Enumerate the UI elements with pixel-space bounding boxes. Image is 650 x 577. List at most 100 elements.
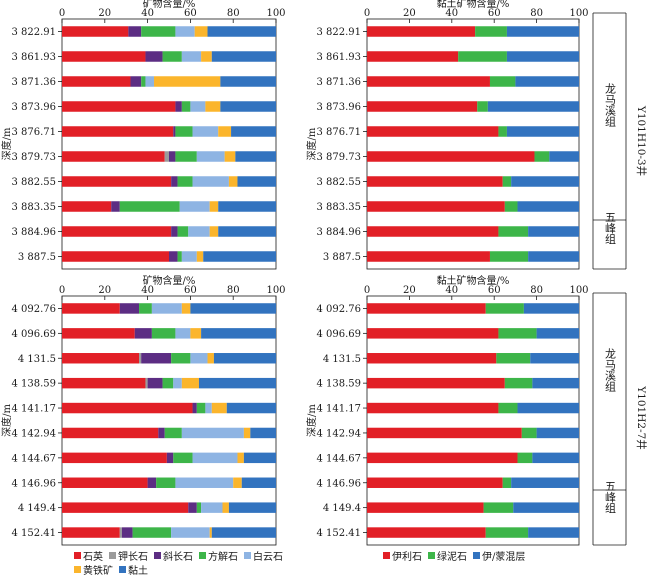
bar-segment	[496, 353, 531, 364]
y-tick-label: 4 092.76	[11, 304, 56, 315]
bar-segment	[62, 377, 146, 389]
bar-segment	[156, 477, 176, 488]
y-tick-label: 3 871.36	[316, 77, 361, 88]
x-tick-label: 60	[184, 8, 197, 19]
bar-segment	[132, 527, 172, 538]
bar-segment	[528, 226, 579, 237]
x-tick-label: 80	[530, 285, 543, 296]
bar-segment	[192, 176, 229, 187]
y-tick-label: 3 882.55	[11, 177, 56, 188]
bar-segment	[220, 76, 276, 87]
bar-segment	[62, 176, 172, 187]
bar-segment	[502, 477, 512, 488]
bar-segment	[209, 201, 219, 212]
y-tick-label: 3 873.96	[316, 102, 361, 113]
legend-label: 黏土	[128, 565, 148, 577]
bar-segment	[231, 126, 276, 137]
x-tick-label: 60	[488, 8, 501, 19]
y-tick-label: 4 096.69	[316, 329, 361, 340]
legend-label: 斜长石	[163, 551, 193, 563]
bar-segment	[119, 201, 180, 212]
bar-segment	[192, 126, 219, 137]
bar-segment	[62, 452, 167, 464]
bar-segment	[487, 101, 579, 112]
chart-title: 黏土矿物含量/%	[437, 0, 510, 10]
plot-frame	[61, 18, 277, 270]
bar-segment	[139, 353, 142, 364]
bar-segment	[458, 51, 507, 62]
chart-title: 矿物含量/%	[143, 0, 196, 10]
bar-segment	[367, 201, 505, 212]
bar-segment	[205, 101, 221, 112]
x-tick-label: 60	[488, 285, 501, 296]
bar-segment	[549, 151, 579, 162]
x-tick-label: 20	[98, 8, 111, 19]
bar-segment	[62, 427, 159, 439]
bar-segment	[151, 303, 182, 314]
chart-panel-bottom-left: 矿物含量/% 0 20 40 60 80 100 深度/m 4 092.76 4 096.69 4 …	[0, 274, 286, 546]
bar-segment	[498, 126, 507, 137]
legend-label: 方解石	[208, 551, 238, 563]
bar-segment	[367, 101, 478, 112]
bar-segment	[62, 26, 129, 37]
y-tick-label: 4 146.96	[11, 478, 56, 489]
legend-item: 黏土	[119, 562, 148, 577]
y-tick-label: 3 873.96	[11, 102, 56, 113]
y-axis-label: 深度/m	[0, 127, 13, 160]
bar-segment	[128, 26, 142, 37]
bar-segment	[498, 402, 518, 414]
legend-item: 黄铁矿	[74, 562, 113, 577]
bar-segment	[517, 201, 579, 212]
x-tick-label: 80	[227, 8, 240, 19]
bar-segment	[220, 101, 276, 112]
legend-swatch	[428, 551, 435, 559]
legend-swatch	[199, 551, 206, 559]
bar-segment	[367, 303, 486, 314]
bar-segment	[177, 176, 193, 187]
bar-segment	[532, 452, 579, 464]
legend-swatch	[383, 551, 390, 559]
y-tick-label: 4 141.17	[11, 404, 56, 415]
well-label-bottom: Y101H2-7井	[635, 385, 648, 450]
x-tick-label: 80	[530, 8, 543, 19]
bar-segment	[475, 26, 507, 37]
bar-segment	[190, 101, 206, 112]
bar-segment	[201, 51, 212, 62]
y-tick-label: 3 882.55	[316, 177, 361, 188]
y-tick-label: 4 141.17	[316, 404, 361, 415]
legend-item: 伊利石	[383, 548, 422, 563]
bar-segment	[175, 328, 191, 339]
bar-segment	[207, 353, 214, 364]
bar-segment	[367, 151, 535, 162]
y-tick-label: 4 138.59	[316, 379, 361, 390]
bar-segment	[201, 502, 223, 513]
bar-segment	[158, 427, 165, 439]
bar-segment	[237, 452, 244, 464]
bar-segment	[173, 452, 193, 464]
bar-segment	[62, 402, 193, 414]
x-tick-label: 40	[445, 285, 458, 296]
bar-segment	[169, 251, 178, 262]
bar-segment	[511, 477, 579, 488]
y-tick-label: 3 883.35	[316, 202, 361, 213]
chart-panel-top-left: 矿物含量/% 0 20 40 60 80 100 深度/m 3 822.91 3 861.93 3 …	[0, 0, 286, 270]
legend-swatch	[74, 565, 81, 573]
bar-segment	[485, 527, 529, 538]
y-tick-label: 4 092.76	[316, 304, 361, 315]
legend-swatch	[244, 551, 251, 559]
y-tick-label: 3 887.5	[18, 252, 56, 263]
bar-segment	[190, 303, 276, 314]
bar-segment	[62, 126, 174, 137]
bar-segment	[196, 151, 225, 162]
bar-segment	[175, 26, 195, 37]
bar-segment	[224, 151, 236, 162]
y-tick-label: 4 152.41	[11, 528, 56, 539]
legend-item: 石英	[74, 548, 103, 563]
bar-segment	[181, 251, 197, 262]
y-tick-label: 4 142.94	[11, 428, 56, 439]
bar-segment	[62, 151, 165, 162]
bar-segment	[530, 353, 579, 364]
y-tick-label: 3 879.73	[11, 152, 56, 163]
bar-segment	[367, 126, 499, 137]
